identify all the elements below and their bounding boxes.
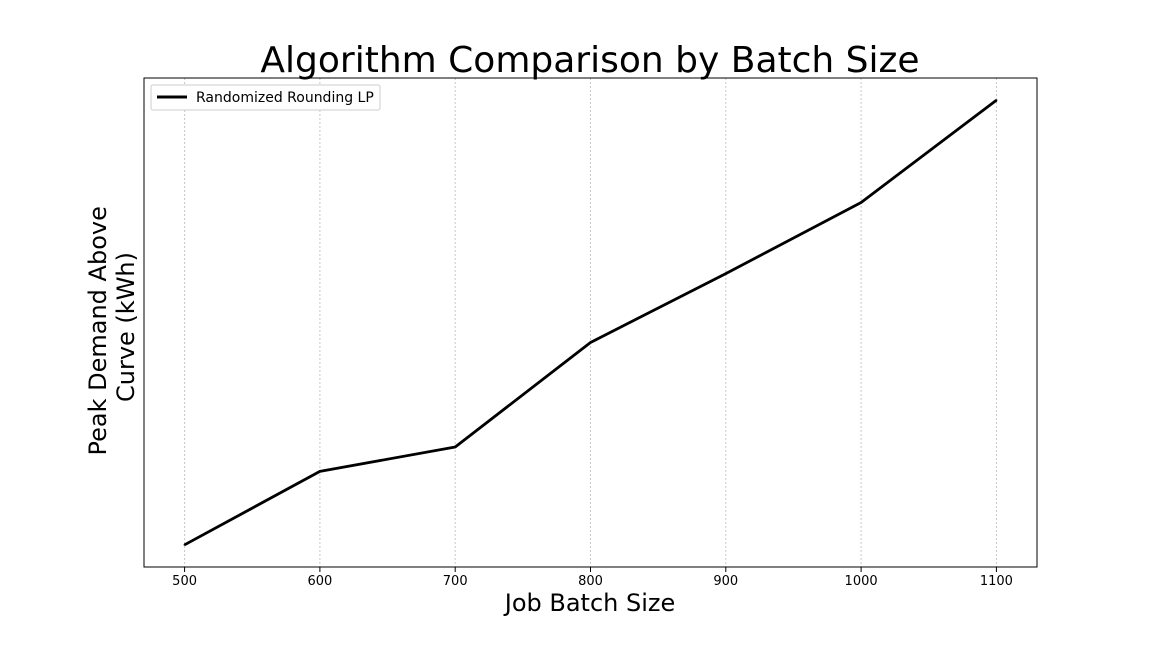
data-point [724,272,727,275]
data-point [995,99,998,102]
data-point [183,543,186,546]
x-tick-label: 800 [578,574,603,589]
x-axis-label: Job Batch Size [503,589,676,617]
data-point [860,201,863,204]
data-point [454,445,457,448]
grid [184,78,997,567]
x-axis-ticks: 500 600 700 800 900 1000 1100 [172,567,1013,589]
legend: Randomized Rounding LP [150,84,381,111]
data-point [318,470,321,473]
y-axis-label-line-1: Peak Demand Above [84,206,112,455]
x-tick-label: 1000 [845,574,878,589]
x-tick-label: 500 [172,574,197,589]
series-layer [183,99,998,547]
chart-title: Algorithm Comparison by Batch Size [260,40,919,81]
legend-label: Randomized Rounding LP [196,90,374,106]
x-tick-label: 900 [713,574,738,589]
x-tick-label: 600 [307,574,332,589]
legend-box [150,84,381,111]
x-tick-label: 700 [443,574,468,589]
data-point [589,341,592,344]
x-tick-label: 1100 [980,574,1013,589]
y-axis-label: Peak Demand Above Curve (kWh) [84,199,140,456]
y-axis-label-line-2: Curve (kWh) [112,252,140,402]
